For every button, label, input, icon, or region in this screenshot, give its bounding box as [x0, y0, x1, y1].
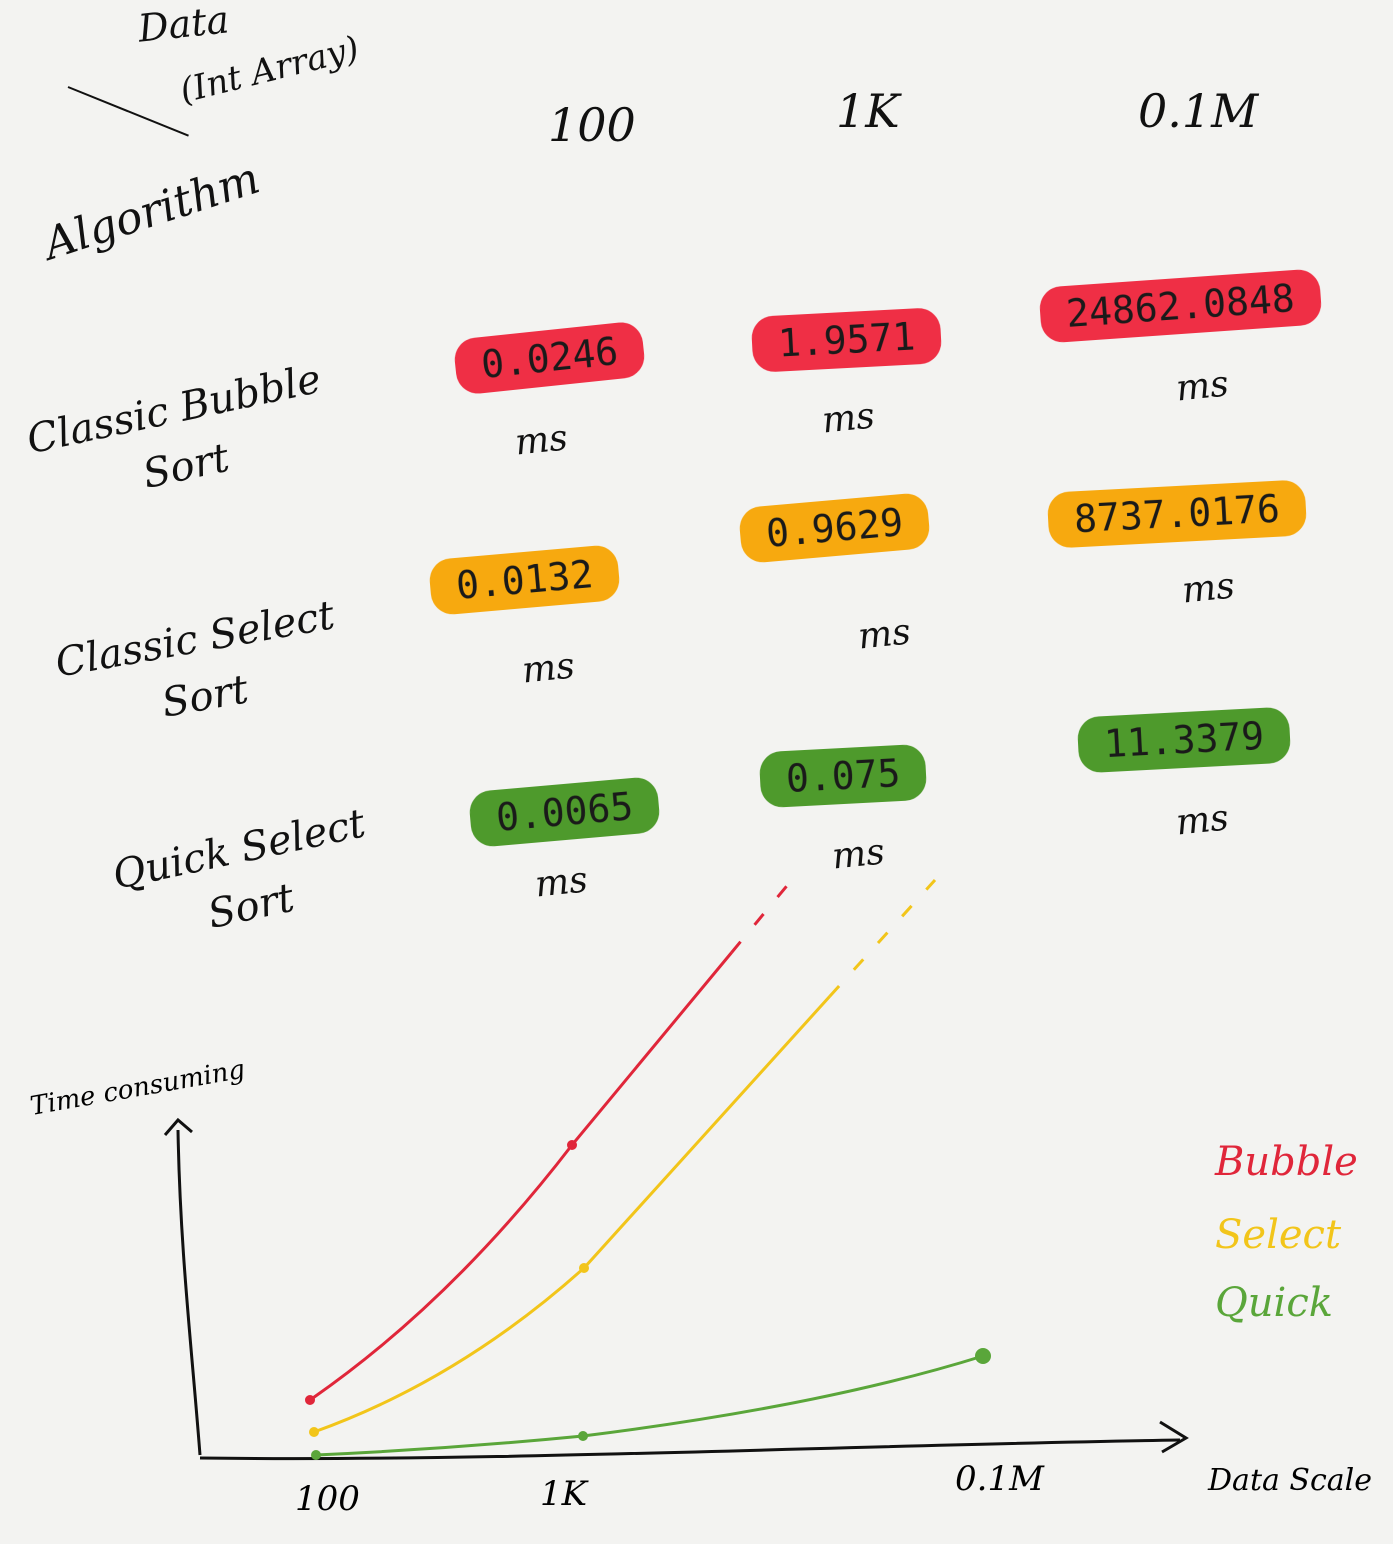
quick-point-0 [311, 1450, 321, 1460]
quick-series-line [315, 1354, 984, 1457]
quick-point-2 [975, 1348, 991, 1364]
select-point-1 [579, 1263, 589, 1273]
legend-bubble: Bubble [1214, 1139, 1358, 1185]
x-axis-arrow [1159, 1420, 1189, 1454]
x-axis [199, 1438, 1181, 1461]
select-point-0 [309, 1427, 319, 1437]
column-header-100: 100 [548, 98, 636, 152]
column-header-0-1m: 0.1M [1138, 84, 1259, 138]
legend-select: Select [1215, 1212, 1342, 1258]
x-tick-label-100: 100 [295, 1479, 360, 1519]
bubble-point-0 [305, 1395, 315, 1405]
bubble-point-1 [567, 1140, 577, 1150]
select-series-extrapolation [828, 878, 937, 998]
bubble-series-extrapolation [730, 869, 802, 954]
select-series-line [313, 995, 831, 1434]
y-axis-arrow [163, 1117, 193, 1136]
y-axis-label: Time consuming [28, 1055, 247, 1122]
column-header-1k: 1K [836, 84, 900, 138]
x-tick-label-1k: 1K [540, 1474, 590, 1514]
y-axis [176, 1129, 202, 1456]
quick-point-1 [578, 1431, 588, 1441]
x-tick-label-0-1m: 0.1M [955, 1459, 1045, 1499]
bubble-series-line [309, 951, 733, 1402]
x-axis-label: Data Scale [1207, 1463, 1372, 1498]
legend-quick: Quick [1215, 1280, 1333, 1326]
